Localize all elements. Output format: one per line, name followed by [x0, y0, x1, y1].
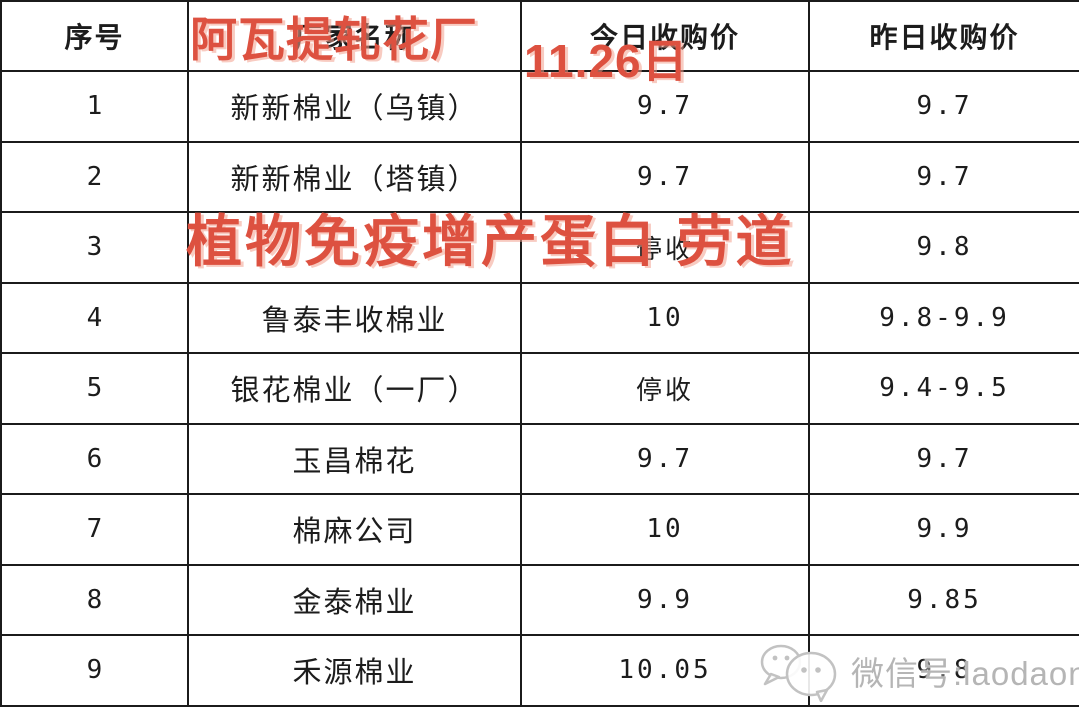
table-row: 4 鲁泰丰收棉业 10 9.8-9.9 — [0, 281, 1079, 354]
table-row: 7 棉麻公司 10 9.9 — [0, 493, 1079, 566]
factory-name-cell: 玉昌棉花 — [187, 422, 522, 495]
today-price-cell: 10.05 — [520, 634, 810, 707]
header-today-price: 今日收购价 — [520, 0, 810, 72]
table-row: 9 禾源棉业 10.05 9.8 — [0, 634, 1079, 707]
today-price-cell: 停收 — [520, 352, 810, 425]
table-row: 5 银花棉业（一厂） 停收 9.4-9.5 — [0, 352, 1079, 425]
row-index-cell: 7 — [0, 493, 189, 566]
table-row: 2 新新棉业（塔镇） 9.7 9.7 — [0, 140, 1079, 213]
yesterday-price-cell: 9.9 — [808, 493, 1079, 566]
yesterday-price-cell: 9.85 — [808, 563, 1079, 636]
factory-name-cell: 新新棉业（塔镇） — [187, 140, 522, 213]
factory-name-cell — [187, 211, 522, 284]
factory-name-cell: 金泰棉业 — [187, 563, 522, 636]
today-price-cell: 9.7 — [520, 140, 810, 213]
table-header-row: 序号 厂家名称 今日收购价 昨日收购价 — [0, 0, 1079, 72]
row-index-cell: 4 — [0, 281, 189, 354]
today-price-cell: 9.7 — [520, 422, 810, 495]
yesterday-price-cell: 9.8-9.9 — [808, 281, 1079, 354]
factory-name-cell: 鲁泰丰收棉业 — [187, 281, 522, 354]
table-row: 3 停收 9.8 — [0, 211, 1079, 284]
factory-name-cell: 棉麻公司 — [187, 493, 522, 566]
row-index-cell: 3 — [0, 211, 189, 284]
today-price-cell: 9.9 — [520, 563, 810, 636]
row-index-cell: 2 — [0, 140, 189, 213]
table-row: 6 玉昌棉花 9.7 9.7 — [0, 422, 1079, 495]
factory-name-cell: 禾源棉业 — [187, 634, 522, 707]
yesterday-price-cell: 9.7 — [808, 140, 1079, 213]
row-index-cell: 6 — [0, 422, 189, 495]
today-price-cell: 9.7 — [520, 70, 810, 143]
table-row: 1 新新棉业（乌镇） 9.7 9.7 — [0, 70, 1079, 143]
yesterday-price-cell: 9.8 — [808, 634, 1079, 707]
yesterday-price-cell: 9.4-9.5 — [808, 352, 1079, 425]
factory-name-cell: 新新棉业（乌镇） — [187, 70, 522, 143]
row-index-cell: 9 — [0, 634, 189, 707]
yesterday-price-cell: 9.8 — [808, 211, 1079, 284]
today-price-cell: 停收 — [520, 211, 810, 284]
header-factory-name: 厂家名称 — [187, 0, 522, 72]
row-index-cell: 8 — [0, 563, 189, 636]
today-price-cell: 10 — [520, 493, 810, 566]
table-body: 1 新新棉业（乌镇） 9.7 9.7 2 新新棉业（塔镇） 9.7 9.7 3 … — [0, 70, 1079, 707]
yesterday-price-cell: 9.7 — [808, 70, 1079, 143]
row-index-cell: 5 — [0, 352, 189, 425]
header-yesterday-price: 昨日收购价 — [808, 0, 1079, 72]
header-index: 序号 — [0, 0, 189, 72]
table-row: 8 金泰棉业 9.9 9.85 — [0, 563, 1079, 636]
row-index-cell: 1 — [0, 70, 189, 143]
yesterday-price-cell: 9.7 — [808, 422, 1079, 495]
today-price-cell: 10 — [520, 281, 810, 354]
factory-name-cell: 银花棉业（一厂） — [187, 352, 522, 425]
